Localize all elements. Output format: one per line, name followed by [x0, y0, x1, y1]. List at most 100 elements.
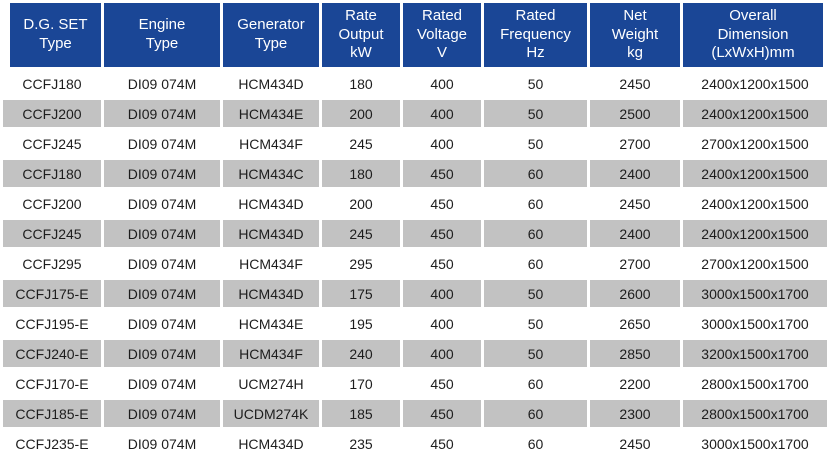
table-row: CCFJ200 DI09 074M HCM434E 200 400 50 2500 2400x… [3, 100, 827, 127]
table-row: CCFJ195-E DI09 074M HCM434E 195 400 50 2650 300… [3, 310, 827, 337]
table-row: CCFJ245 DI09 074M HCM434F 245 400 50 2700 2700x… [3, 130, 827, 157]
column-header-rated-frequency-hz: Rated Frequency Hz [484, 3, 587, 67]
cell-rated-voltage-v: 450 [403, 160, 481, 187]
cell-net-weight-kg: 2400 [590, 220, 680, 247]
cell-rated-voltage-v: 400 [403, 70, 481, 97]
cell-rated-frequency-hz: 50 [484, 130, 587, 157]
cell-dg-set-type: CCFJ200 [3, 190, 101, 217]
cell-overall-dimension: 2400x1200x1500 [683, 160, 827, 187]
cell-generator-type: HCM434E [223, 310, 319, 337]
cell-overall-dimension: 2800x1500x1700 [683, 400, 827, 427]
table-body: CCFJ180 DI09 074M HCM434D 180 400 50 2450 2400x… [3, 70, 827, 457]
cell-rate-output-kw: 195 [322, 310, 400, 337]
cell-engine-type: DI09 074M [104, 250, 220, 277]
table-row: CCFJ240-E DI09 074M HCM434F 240 400 50 2850 320… [3, 340, 827, 367]
cell-rate-output-kw: 245 [322, 220, 400, 247]
cell-dg-set-type: CCFJ180 [3, 160, 101, 187]
cell-overall-dimension: 2400x1200x1500 [683, 220, 827, 247]
cell-generator-type: UCM274H [223, 370, 319, 397]
cell-dg-set-type: CCFJ240-E [3, 340, 101, 367]
column-header-net-weight-kg: Net Weight kg [590, 3, 680, 67]
table-row: CCFJ170-E DI09 074M UCM274H 170 450 60 2200 280… [3, 370, 827, 397]
column-header-dg-set-type: D.G. SET Type [3, 3, 101, 67]
cell-rated-voltage-v: 450 [403, 220, 481, 247]
cell-engine-type: DI09 074M [104, 370, 220, 397]
cell-dg-set-type: CCFJ200 [3, 100, 101, 127]
table-row: CCFJ185-E DI09 074M UCDM274K 185 450 60 2300 28… [3, 400, 827, 427]
table-row: CCFJ200 DI09 074M HCM434D 200 450 60 2450 2400x… [3, 190, 827, 217]
cell-rated-frequency-hz: 50 [484, 70, 587, 97]
table-row: CCFJ295 DI09 074M HCM434F 295 450 60 2700 2700x… [3, 250, 827, 277]
table-row: CCFJ235-E DI09 074M HCM434D 235 450 60 2450 300… [3, 430, 827, 457]
cell-dg-set-type: CCFJ195-E [3, 310, 101, 337]
cell-rated-voltage-v: 450 [403, 400, 481, 427]
cell-rated-voltage-v: 400 [403, 130, 481, 157]
cell-engine-type: DI09 074M [104, 100, 220, 127]
cell-generator-type: HCM434F [223, 250, 319, 277]
column-header-engine-type: Engine Type [104, 3, 220, 67]
cell-overall-dimension: 2700x1200x1500 [683, 130, 827, 157]
cell-engine-type: DI09 074M [104, 310, 220, 337]
cell-rated-voltage-v: 400 [403, 340, 481, 367]
cell-net-weight-kg: 2450 [590, 430, 680, 457]
cell-rated-frequency-hz: 50 [484, 100, 587, 127]
dg-set-spec-table: D.G. SET Type Engine Type Generator Type… [3, 3, 827, 457]
cell-dg-set-type: CCFJ180 [3, 70, 101, 97]
cell-rated-voltage-v: 400 [403, 310, 481, 337]
cell-generator-type: HCM434F [223, 340, 319, 367]
table-row: CCFJ175-E DI09 074M HCM434D 175 400 50 2600 300… [3, 280, 827, 307]
cell-rated-frequency-hz: 50 [484, 310, 587, 337]
cell-net-weight-kg: 2500 [590, 100, 680, 127]
cell-rated-frequency-hz: 60 [484, 430, 587, 457]
cell-rate-output-kw: 170 [322, 370, 400, 397]
cell-generator-type: HCM434C [223, 160, 319, 187]
cell-engine-type: DI09 074M [104, 220, 220, 247]
cell-rated-frequency-hz: 60 [484, 250, 587, 277]
cell-dg-set-type: CCFJ185-E [3, 400, 101, 427]
cell-rated-frequency-hz: 50 [484, 340, 587, 367]
cell-rated-frequency-hz: 60 [484, 160, 587, 187]
cell-overall-dimension: 3200x1500x1700 [683, 340, 827, 367]
cell-overall-dimension: 2400x1200x1500 [683, 190, 827, 217]
cell-rate-output-kw: 295 [322, 250, 400, 277]
cell-dg-set-type: CCFJ245 [3, 220, 101, 247]
cell-net-weight-kg: 2450 [590, 190, 680, 217]
cell-generator-type: HCM434D [223, 430, 319, 457]
cell-generator-type: HCM434D [223, 280, 319, 307]
cell-rated-voltage-v: 450 [403, 190, 481, 217]
cell-engine-type: DI09 074M [104, 130, 220, 157]
cell-rate-output-kw: 200 [322, 100, 400, 127]
cell-generator-type: HCM434D [223, 190, 319, 217]
cell-rate-output-kw: 200 [322, 190, 400, 217]
cell-engine-type: DI09 074M [104, 190, 220, 217]
cell-dg-set-type: CCFJ245 [3, 130, 101, 157]
column-header-generator-type: Generator Type [223, 3, 319, 67]
cell-rate-output-kw: 235 [322, 430, 400, 457]
cell-rate-output-kw: 245 [322, 130, 400, 157]
cell-engine-type: DI09 074M [104, 430, 220, 457]
column-header-overall-dimension: Overall Dimension (LxWxH)mm [683, 3, 827, 67]
cell-net-weight-kg: 2650 [590, 310, 680, 337]
cell-rated-voltage-v: 450 [403, 250, 481, 277]
cell-overall-dimension: 3000x1500x1700 [683, 310, 827, 337]
table-header-row: D.G. SET Type Engine Type Generator Type… [3, 3, 827, 67]
cell-overall-dimension: 2700x1200x1500 [683, 250, 827, 277]
cell-overall-dimension: 2400x1200x1500 [683, 100, 827, 127]
cell-rate-output-kw: 240 [322, 340, 400, 367]
cell-rated-frequency-hz: 50 [484, 280, 587, 307]
cell-dg-set-type: CCFJ235-E [3, 430, 101, 457]
cell-engine-type: DI09 074M [104, 160, 220, 187]
cell-rate-output-kw: 185 [322, 400, 400, 427]
cell-overall-dimension: 2800x1500x1700 [683, 370, 827, 397]
cell-rate-output-kw: 175 [322, 280, 400, 307]
cell-net-weight-kg: 2600 [590, 280, 680, 307]
cell-generator-type: HCM434D [223, 70, 319, 97]
table-row: CCFJ245 DI09 074M HCM434D 245 450 60 2400 2400x… [3, 220, 827, 247]
cell-overall-dimension: 2400x1200x1500 [683, 70, 827, 97]
cell-rated-frequency-hz: 60 [484, 370, 587, 397]
cell-net-weight-kg: 2450 [590, 70, 680, 97]
cell-rated-frequency-hz: 60 [484, 400, 587, 427]
cell-rated-voltage-v: 450 [403, 370, 481, 397]
cell-engine-type: DI09 074M [104, 400, 220, 427]
